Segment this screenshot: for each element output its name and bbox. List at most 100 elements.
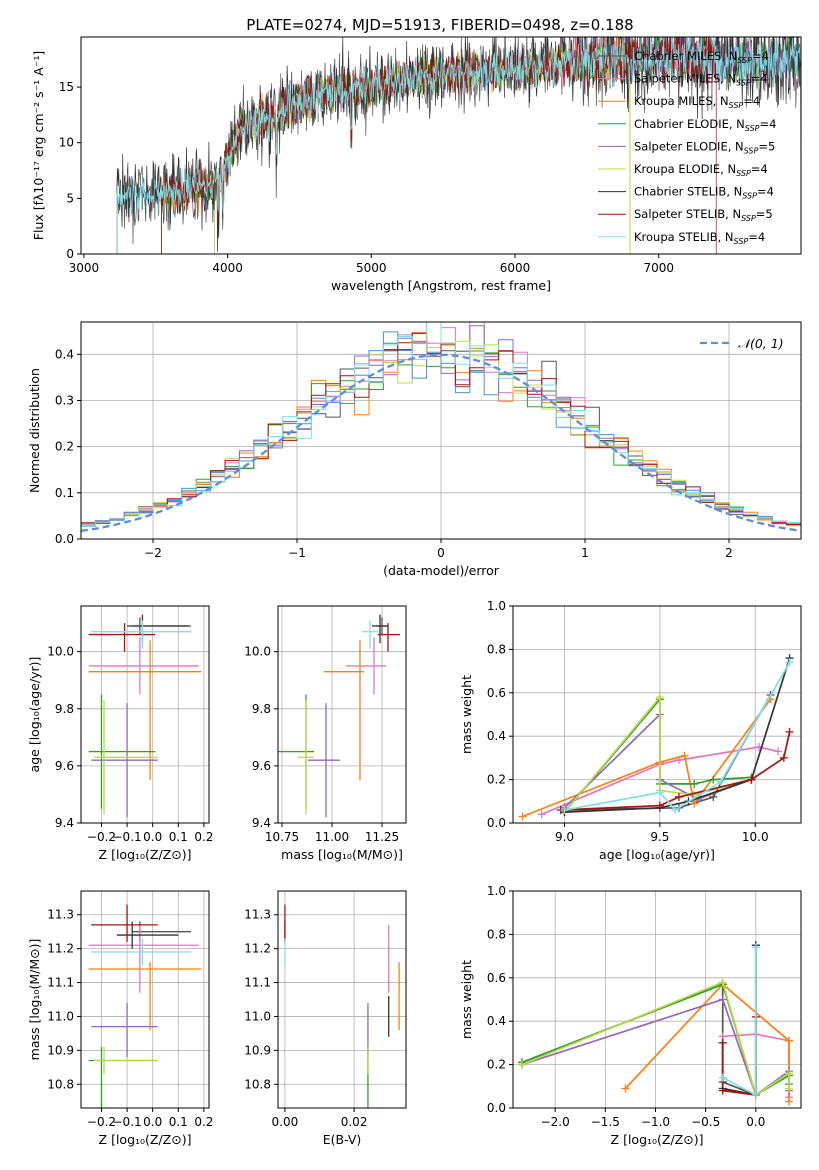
axes-frame	[80, 36, 802, 255]
y-tick-label: 9.8	[252, 702, 271, 716]
y-tick-label: 9.4	[252, 816, 271, 830]
x-tick-label: 0	[437, 546, 445, 560]
x-tick-label: 7000	[643, 261, 674, 275]
x-tick-label: 0.0	[143, 830, 162, 844]
x-tick-label: −1.5	[591, 1115, 620, 1129]
y-tick-label: 10	[59, 136, 74, 150]
y-tick-label: 0.1	[55, 486, 74, 500]
x-tick-label: 11.25	[365, 830, 399, 844]
y-tick-label: 5	[66, 191, 74, 205]
weight-point-marker	[784, 1036, 793, 1045]
x-tick-label: −1	[288, 546, 306, 560]
weight-point-marker	[718, 1038, 727, 1047]
y-tick-label: 10.0	[47, 645, 74, 659]
y-tick-label: 0.6	[487, 686, 506, 700]
legend-entry: Salpeter MILES, NSSP=4	[634, 72, 768, 88]
weight-series-line	[564, 694, 772, 811]
weight-point-marker	[784, 1097, 793, 1106]
axes-frame	[80, 605, 210, 824]
x-tick-label: 4000	[212, 261, 243, 275]
weight-point-marker	[621, 1084, 630, 1093]
y-axis-label: mass [log₁₀(M/M⊙)]	[27, 939, 42, 1061]
chart-mass-vs-z: −0.2−0.1 0.0 0.1 0.2 10.8 10.9 11.0 11.1 11.2 11.…	[27, 890, 213, 1147]
weight-series-line	[721, 945, 757, 1097]
weight-point-marker	[774, 747, 783, 756]
x-tick-label: −2	[144, 546, 162, 560]
y-tick-label: 9.8	[55, 702, 74, 716]
y-tick-label: 10.8	[47, 1077, 74, 1091]
y-tick-label: 0.6	[487, 971, 506, 985]
y-axis-label: mass weight	[459, 675, 474, 754]
axes-frame	[512, 605, 802, 824]
normal-pdf-line	[80, 353, 802, 533]
x-tick-label: 10.0	[742, 830, 769, 844]
chart-weight-vs-z: −2.0 −1.5 −1.0 −0.5 0.0 0.0 0.2 0.4 0.6 0.8 1.0 Z […	[459, 884, 802, 1147]
y-tick-label: 0.2	[487, 1058, 506, 1072]
chart-mass-vs-ebv: 0.00 0.02 10.8 10.9 11.0 11.1 11.2 11.3 E(B-V)	[244, 890, 407, 1147]
x-tick-label: −0.1	[113, 1115, 142, 1129]
weight-point-marker	[655, 801, 664, 810]
y-tick-label: 0.2	[55, 440, 74, 454]
weight-point-marker	[560, 805, 569, 814]
x-tick-label: 11.00	[315, 830, 349, 844]
y-tick-label: 1.0	[487, 599, 506, 613]
y-tick-label: 10.9	[47, 1043, 74, 1057]
x-tick-label: 0.02	[341, 1115, 368, 1129]
axes-frame	[80, 890, 210, 1109]
x-tick-label: −1.0	[641, 1115, 670, 1129]
weight-point-marker	[537, 810, 546, 819]
weight-point-marker	[716, 777, 725, 786]
legend-entry: Chabrier MILES, NSSP=4	[634, 49, 769, 65]
weight-point-marker	[718, 1073, 727, 1082]
x-axis-label: Z [log₁₀(Z/Z⊙)]	[611, 1132, 704, 1147]
x-tick-label: 5000	[356, 261, 387, 275]
weight-point-marker	[718, 995, 727, 1004]
chart-residuals: −2 −1 0 1 2 0.0 0.1 0.2 0.3 0.4 (data-model)/error…	[27, 321, 802, 578]
y-tick-label: 9.6	[252, 759, 271, 773]
y-tick-label: 10.8	[244, 1077, 271, 1091]
weight-point-marker	[785, 658, 794, 667]
figure-title: PLATE=0274, MJD=51913, FIBERID=0498, z=0…	[246, 16, 633, 34]
weight-point-marker	[709, 775, 718, 784]
x-tick-label: 0.1	[169, 830, 188, 844]
weight-point-marker	[690, 799, 699, 808]
y-tick-label: 11.1	[244, 976, 271, 990]
y-tick-label: 0.3	[55, 393, 74, 407]
x-tick-label: 10.75	[265, 830, 299, 844]
y-tick-label: 11.0	[244, 1009, 271, 1023]
y-tick-label: 10.0	[244, 645, 271, 659]
y-tick-label: 0.0	[487, 1101, 506, 1115]
x-tick-label: −0.1	[113, 830, 142, 844]
x-tick-label: 9.0	[555, 830, 574, 844]
weight-point-marker	[690, 779, 699, 788]
y-tick-label: 0.4	[487, 729, 506, 743]
legend-entry: 𝒩(0, 1)	[738, 336, 784, 351]
x-tick-label: 0.2	[194, 1115, 213, 1129]
y-axis-label: age [log₁₀(age/yr)]	[27, 657, 42, 773]
axes-frame	[277, 605, 407, 824]
weight-point-marker	[718, 1086, 727, 1095]
y-tick-label: 11.2	[47, 942, 74, 956]
y-tick-label: 9.4	[55, 816, 74, 830]
y-tick-label: 0.4	[55, 347, 74, 361]
weight-point-marker	[718, 978, 727, 987]
chart-age-vs-mass: 10.75 11.00 11.25 9.4 9.6 9.8 10.0 mass [log₁₀(…	[244, 605, 407, 862]
y-tick-label: 9.6	[55, 759, 74, 773]
y-tick-label: 0.0	[55, 532, 74, 546]
weight-point-marker	[751, 943, 760, 952]
x-tick-label: 0.2	[194, 830, 213, 844]
x-tick-label: 1	[581, 546, 589, 560]
weight-point-marker	[784, 1084, 793, 1093]
x-axis-label: age [log₁₀(age/yr)]	[599, 847, 715, 862]
y-tick-label: 0.8	[487, 927, 506, 941]
x-axis-label: Z [log₁₀(Z/Z⊙)]	[99, 847, 192, 862]
x-tick-label: −0.2	[87, 1115, 116, 1129]
y-axis-label: Normed distribution	[27, 368, 42, 493]
y-tick-label: 0.8	[487, 642, 506, 656]
y-tick-label: 11.0	[47, 1009, 74, 1023]
chart-spectrum: 3000 4000 5000 6000 7000 0 5 10 15 wavelength [An…	[31, 36, 802, 293]
y-tick-label: 11.3	[47, 908, 74, 922]
chart-weight-vs-age: 9.0 9.5 10.0 0.0 0.2 0.4 0.6 0.8 1.0 age [log₁₀(a…	[459, 599, 802, 862]
weight-point-marker	[680, 751, 689, 760]
